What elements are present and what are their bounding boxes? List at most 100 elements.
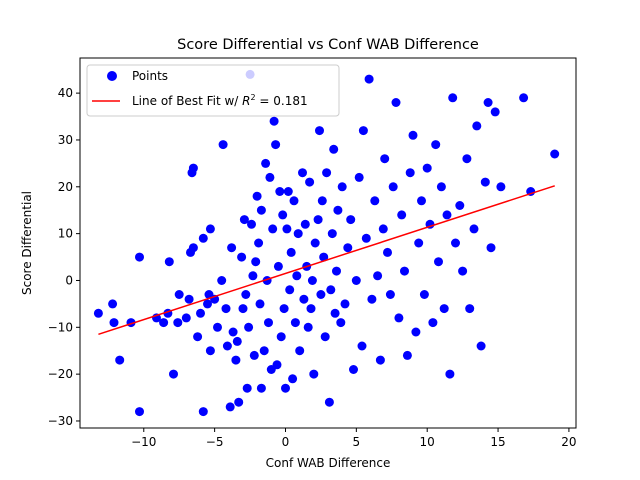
data-point — [336, 318, 346, 328]
data-point — [455, 201, 465, 210]
data-point — [405, 168, 415, 178]
data-point — [298, 168, 307, 178]
data-point — [320, 332, 330, 342]
data-point — [422, 163, 432, 173]
x-tick-label: 0 — [282, 435, 290, 449]
data-point — [349, 365, 358, 374]
data-point — [357, 341, 367, 351]
data-point — [346, 215, 356, 225]
data-point — [361, 233, 371, 243]
data-point — [383, 247, 392, 257]
data-point — [428, 318, 438, 328]
x-tick-label: 5 — [353, 435, 361, 449]
data-point — [322, 168, 332, 178]
data-point — [283, 187, 293, 196]
y-tick-label: 20 — [58, 180, 73, 194]
data-point — [300, 219, 310, 229]
data-point — [273, 261, 283, 271]
data-point — [281, 383, 290, 393]
data-point — [370, 196, 380, 206]
data-point — [319, 252, 329, 262]
data-point — [476, 341, 486, 351]
data-point — [93, 308, 103, 318]
data-point — [269, 116, 279, 126]
data-point — [254, 238, 264, 248]
data-point — [259, 346, 269, 356]
data-point — [448, 93, 458, 103]
data-point — [115, 355, 125, 365]
y-tick-label: 40 — [58, 86, 73, 100]
data-point — [317, 196, 327, 206]
x-axis-label: Conf WAB Difference — [266, 456, 391, 470]
data-point — [445, 369, 455, 379]
data-point — [340, 299, 350, 309]
data-point — [228, 327, 238, 337]
data-point — [367, 294, 377, 304]
data-point — [275, 187, 285, 196]
data-point — [244, 322, 254, 332]
data-point — [285, 285, 295, 295]
data-point — [408, 130, 418, 140]
data-point — [173, 318, 183, 328]
data-point — [256, 383, 266, 393]
data-point — [282, 224, 292, 234]
legend-points-label: Points — [132, 69, 168, 83]
data-point — [247, 219, 256, 229]
data-point — [193, 332, 203, 342]
data-point — [271, 140, 281, 150]
data-point — [196, 308, 205, 318]
data-point — [550, 149, 560, 159]
x-axis: −10 −5 0 5 10 15 20 — [131, 428, 577, 449]
data-point — [385, 290, 395, 299]
legend-points-marker — [107, 71, 117, 81]
data-point — [305, 177, 315, 187]
data-point — [358, 126, 368, 136]
data-point — [496, 182, 506, 192]
data-point — [188, 163, 198, 173]
data-point — [135, 252, 144, 262]
data-point — [329, 144, 339, 154]
data-point — [431, 140, 441, 150]
data-point — [303, 322, 313, 332]
data-point — [286, 247, 296, 257]
data-point — [394, 313, 404, 323]
data-point — [451, 238, 460, 248]
legend-fit-var: R — [242, 94, 250, 108]
data-point — [309, 369, 319, 379]
x-tick-label: 15 — [490, 435, 505, 449]
data-point — [439, 304, 449, 314]
data-point — [480, 177, 490, 187]
data-point — [442, 210, 452, 220]
data-point — [184, 294, 194, 304]
data-point — [402, 350, 412, 360]
legend: Points Line of Best Fit w/ R2 = 0.181 — [86, 64, 340, 117]
data-point — [364, 74, 374, 84]
data-point — [462, 154, 472, 164]
data-point — [434, 257, 443, 267]
data-point — [315, 126, 324, 136]
data-point — [251, 257, 261, 267]
data-point — [472, 121, 482, 131]
data-point — [264, 318, 273, 328]
data-point — [261, 158, 271, 168]
y-tick-label: 10 — [58, 227, 73, 241]
data-point — [109, 318, 119, 328]
data-point — [248, 271, 258, 281]
data-point — [310, 238, 320, 248]
data-point — [354, 172, 364, 182]
data-point — [159, 318, 169, 328]
data-point — [272, 360, 282, 370]
data-point — [217, 276, 227, 285]
data-point — [290, 318, 300, 328]
data-point — [255, 299, 265, 309]
data-point — [316, 290, 326, 299]
data-point — [306, 304, 316, 314]
data-point — [221, 304, 231, 314]
data-point — [276, 332, 286, 342]
data-point — [330, 308, 340, 318]
data-point — [227, 243, 237, 253]
data-point — [288, 374, 298, 384]
data-point — [397, 210, 407, 220]
data-point — [486, 243, 496, 253]
data-point — [333, 205, 343, 215]
